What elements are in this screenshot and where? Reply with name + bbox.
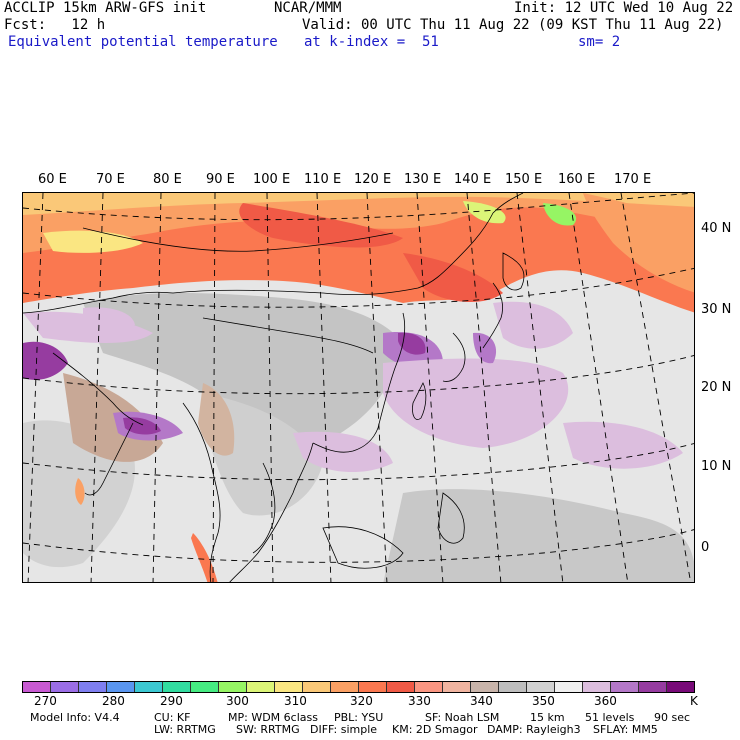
lon-label: 150 E [505,172,543,187]
colorbar-swatch [359,682,387,692]
model-info-levels: 51 levels [585,711,635,724]
model-info-km: KM: 2D Smagor [392,723,478,736]
colorbar-swatch [667,682,694,692]
colorbar-swatch [303,682,331,692]
model-info-damp: DAMP: Rayleigh3 [487,723,581,736]
colorbar-swatch [611,682,639,692]
colorbar-tick: 290 [160,694,183,708]
model-info-cu: CU: KF [154,711,191,724]
colorbar-swatch [415,682,443,692]
theta-e-field-map [23,193,694,582]
colorbar-swatch [191,682,219,692]
model-info-sflay: SFLAY: MM5 [593,723,658,736]
forecast-hour: Fcst: 12 h [4,17,106,33]
colorbar-tick: 300 [226,694,249,708]
valid-time: Valid: 00 UTC Thu 11 Aug 22 (09 KST Thu … [302,17,724,33]
lat-label: 30 N [701,302,732,317]
lat-label: 0 [701,540,710,555]
lon-label: 130 E [404,172,442,187]
level-label: at k-index = 51 [304,34,439,50]
colorbar-tick: 310 [284,694,307,708]
colorbar-swatch [51,682,79,692]
colorbar-tick: 360 [594,694,617,708]
model-info-version: Model Info: V4.4 [30,711,120,724]
map-panel [22,192,695,583]
colorbar-swatch [219,682,247,692]
lon-label: 60 E [38,172,67,187]
colorbar-swatch [555,682,583,692]
colorbar-swatch [499,682,527,692]
colorbar-tick: 320 [350,694,373,708]
colorbar-swatch [639,682,667,692]
lon-label: 140 E [454,172,492,187]
colorbar-swatch [23,682,51,692]
colorbar-swatch [331,682,359,692]
lon-label: 70 E [96,172,125,187]
colorbar-swatch [135,682,163,692]
lon-label: 80 E [153,172,182,187]
model-info-timestep: 90 sec [654,711,691,724]
colorbar-swatch [387,682,415,692]
colorbar-swatch [163,682,191,692]
colorbar-swatch [471,682,499,692]
colorbar-swatch [583,682,611,692]
model-info-mp: MP: WDM 6class [228,711,318,724]
colorbar-tick: 340 [470,694,493,708]
model-info-resolution: 15 km [530,711,565,724]
colorbar-unit: K [690,694,698,708]
smoothing-label: sm= 2 [578,34,621,50]
lon-label: 160 E [558,172,596,187]
colorbar-swatch [79,682,107,692]
model-info-pbl: PBL: YSU [334,711,384,724]
model-info-diff: DIFF: simple [310,723,378,736]
colorbar-tick: 280 [102,694,125,708]
model-info-sw: SW: RRTMG [236,723,300,736]
lon-label: 90 E [206,172,235,187]
colorbar-swatch [443,682,471,692]
colorbar-swatch [527,682,555,692]
lon-label: 100 E [253,172,291,187]
lat-label: 10 N [701,459,732,474]
lat-label: 40 N [701,221,732,236]
colorbar-tick: 330 [408,694,431,708]
header-title: ACCLIP 15km ARW-GFS init [4,0,207,16]
colorbar-swatch [275,682,303,692]
init-time: Init: 12 UTC Wed 10 Aug 22 [514,0,734,16]
org-label: NCAR/MMM [274,0,342,16]
colorbar-tick: 350 [532,694,555,708]
colorbar [22,681,695,693]
field-name: Equivalent potential temperature [8,34,278,50]
model-info-lw: LW: RRTMG [154,723,216,736]
colorbar-tick: 270 [34,694,57,708]
model-info-sf: SF: Noah LSM [425,711,500,724]
colorbar-swatch [107,682,135,692]
lon-label: 170 E [614,172,652,187]
lon-label: 120 E [354,172,392,187]
colorbar-swatch [247,682,275,692]
lon-label: 110 E [304,172,342,187]
lat-label: 20 N [701,380,732,395]
